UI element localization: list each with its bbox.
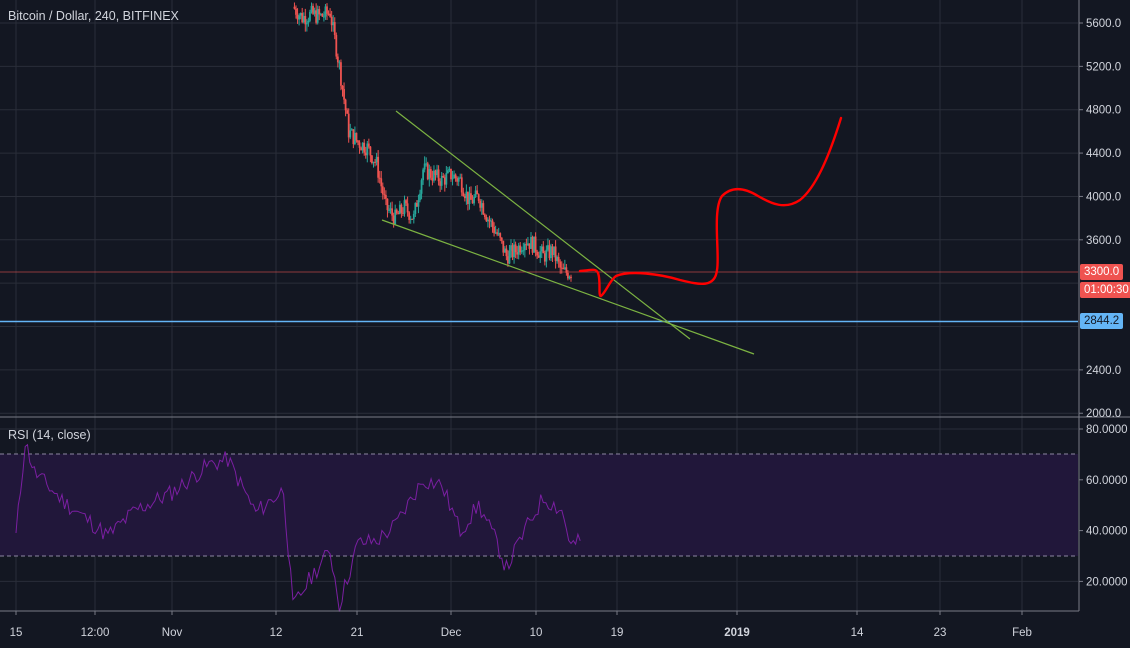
svg-text:2019: 2019 [724,627,750,639]
svg-text:15: 15 [10,627,23,639]
svg-text:23: 23 [934,627,947,639]
svg-text:4800.0: 4800.0 [1086,105,1121,117]
svg-text:14: 14 [851,627,864,639]
svg-text:20.0000: 20.0000 [1086,576,1128,588]
rsi-legend[interactable]: RSI (14, close) [8,428,91,442]
svg-text:2000.0: 2000.0 [1086,408,1121,420]
bar-countdown-tag: 01:00:30 [1080,282,1130,298]
svg-text:21: 21 [351,627,364,639]
svg-text:5200.0: 5200.0 [1086,61,1121,73]
svg-text:2400.0: 2400.0 [1086,365,1121,377]
svg-text:80.0000: 80.0000 [1086,424,1128,436]
time-axis[interactable]: 15 12:00 Nov 12 21 Dec 10 19 2019 14 23 Feb [10,611,1032,639]
svg-text:4400.0: 4400.0 [1086,148,1121,160]
rsi-line [15,443,581,612]
svg-text:Dec: Dec [441,627,462,639]
symbol-legend[interactable]: Bitcoin / Dollar, 240, BITFINEX [8,9,179,23]
svg-text:Feb: Feb [1012,627,1032,639]
last-price-tag: 3300.0 [1080,264,1124,280]
svg-text:12: 12 [270,627,283,639]
horizontal-line-price-tag: 2844.2 [1080,313,1124,329]
price-axis[interactable]: 5600.0 5200.0 4800.0 4400.0 4000.0 3600.0 2400… [1079,18,1121,420]
svg-text:19: 19 [611,627,624,639]
candlestick-series [293,2,572,282]
svg-text:60.0000: 60.0000 [1086,475,1128,487]
svg-text:3600.0: 3600.0 [1086,235,1121,247]
svg-text:4000.0: 4000.0 [1086,191,1121,203]
forecast-drawing[interactable] [578,116,843,298]
rsi-axis[interactable]: 80.0000 60.0000 40.0000 20.0000 [1079,424,1128,588]
svg-text:10: 10 [530,627,543,639]
svg-text:5600.0: 5600.0 [1086,18,1121,30]
svg-text:40.0000: 40.0000 [1086,526,1128,538]
wedge-lower-trendline[interactable] [381,219,755,355]
wedge-upper-trendline[interactable] [395,110,691,340]
svg-text:12:00: 12:00 [81,627,110,639]
svg-text:Nov: Nov [162,627,183,639]
